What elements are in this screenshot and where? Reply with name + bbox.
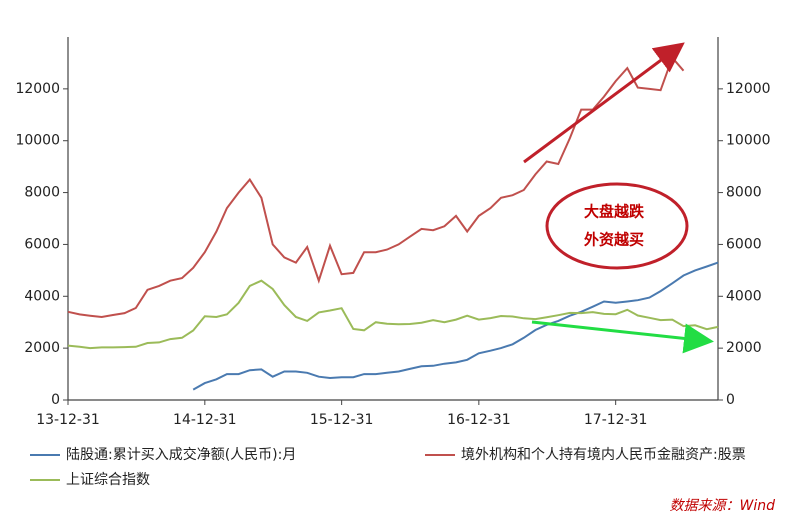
x-tick-label: 15-12-31	[310, 412, 374, 428]
y-tick-label: 8000	[24, 185, 60, 201]
y2-tick-label: 10000	[726, 133, 771, 149]
annotation: 大盘越跌	[584, 203, 645, 221]
y2-tick-label: 0	[726, 392, 735, 408]
annotation: 外资越买	[583, 231, 644, 249]
y2-tick-label: 2000	[726, 340, 762, 356]
arrow-up	[523, 42, 685, 164]
annotation-ellipse	[545, 182, 689, 270]
y-tick-label: 0	[51, 392, 60, 408]
x-tick-label: 16-12-31	[447, 412, 511, 428]
y-tick-label: 10000	[15, 133, 60, 149]
y2-tick-label: 8000	[726, 185, 762, 201]
axes	[67, 37, 719, 401]
legend-label: 上证综合指数	[66, 472, 150, 488]
x-tick-label: 14-12-31	[173, 412, 237, 428]
series-line	[67, 279, 719, 350]
y-tick-label: 12000	[15, 81, 60, 97]
y-tick-label: 2000	[24, 340, 60, 356]
y2-tick-label: 12000	[726, 81, 771, 97]
y2-tick-label: 6000	[726, 236, 762, 252]
legend-label: 陆股通:累计买入成交净额(人民币):月	[66, 446, 296, 463]
y-tick-label: 4000	[24, 288, 60, 304]
arrow-down	[531, 320, 714, 354]
y-tick-label: 6000	[24, 236, 60, 252]
y2-tick-label: 4000	[726, 288, 762, 304]
legend-label: 境外机构和个人持有境内人民币金融资产:股票	[461, 447, 746, 463]
x-tick-label: 13-12-31	[36, 412, 100, 428]
source: 数据来源：Wind	[670, 498, 776, 514]
series-line	[67, 55, 685, 319]
series-line	[192, 261, 719, 391]
x-tick-label: 17-12-31	[584, 412, 648, 428]
